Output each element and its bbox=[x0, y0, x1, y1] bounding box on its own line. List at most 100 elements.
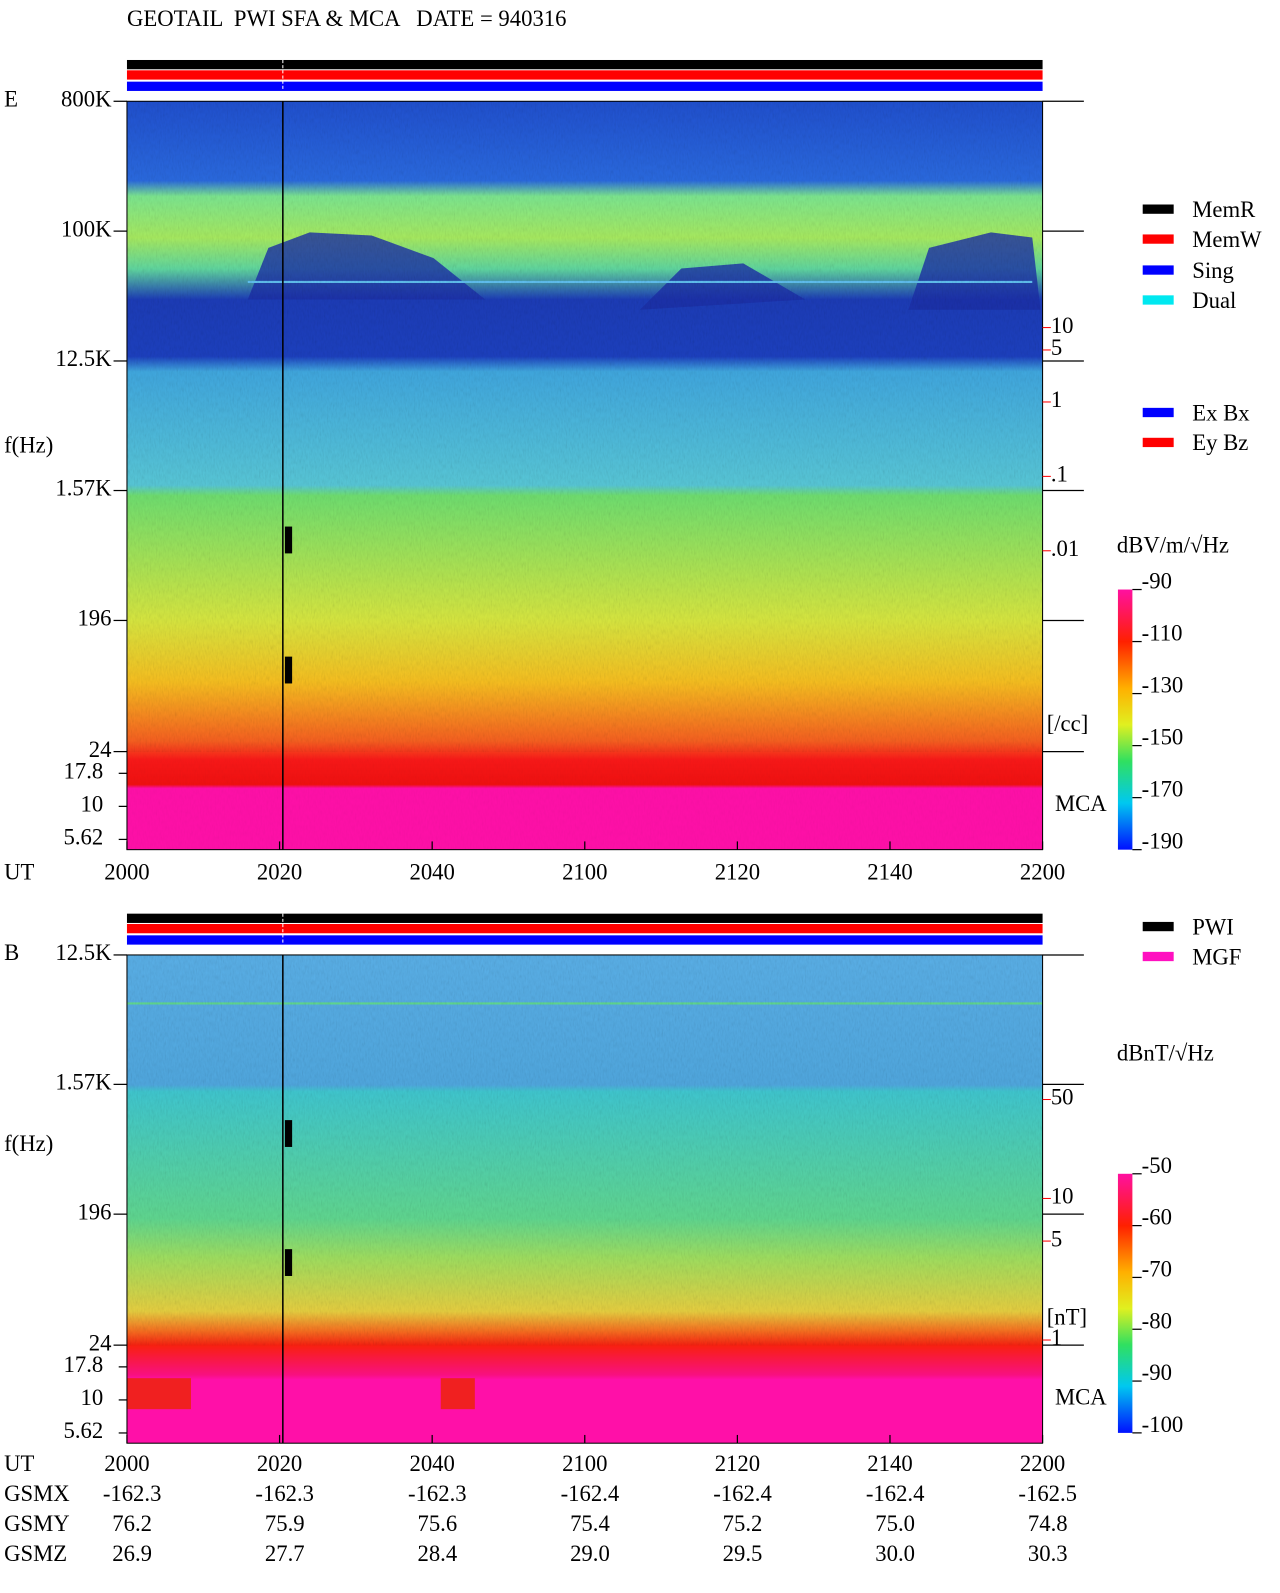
y-tick-label: 800K bbox=[61, 86, 112, 111]
orbit-value: 75.9 bbox=[265, 1511, 305, 1536]
orbit-value: 30.3 bbox=[1028, 1541, 1068, 1566]
legend-label: MemR bbox=[1192, 197, 1256, 222]
status-bars bbox=[126, 59, 1043, 945]
x-tick-label: 2100 bbox=[562, 1451, 607, 1476]
y-tick-label: 196 bbox=[77, 1199, 111, 1224]
spectrogram-e bbox=[126, 101, 1043, 850]
marker-line bbox=[282, 101, 293, 1444]
x-tick-label: 2140 bbox=[867, 1451, 912, 1476]
orbit-value: 75.0 bbox=[875, 1511, 915, 1536]
orbit-value: -162.3 bbox=[103, 1481, 162, 1506]
orbit-value: 30.0 bbox=[875, 1541, 915, 1566]
y-tick-label: 24 bbox=[89, 1330, 112, 1355]
x-tick-label: 2100 bbox=[562, 860, 607, 885]
legend-swatch bbox=[1142, 437, 1174, 448]
x-tick-label: 2200 bbox=[1020, 860, 1065, 885]
x-tick-label: 2020 bbox=[257, 1451, 302, 1476]
y2-tick-label: 5 bbox=[1051, 1226, 1062, 1251]
legend-swatch bbox=[1142, 234, 1174, 244]
orbit-value: 28.4 bbox=[417, 1541, 457, 1566]
colorbar-tick-label: -50 bbox=[1142, 1153, 1172, 1178]
mca-tick-label: 5.62 bbox=[64, 825, 104, 850]
colorbar-label: dBV/m/√Hz bbox=[1117, 532, 1229, 557]
x-axis-label: UT bbox=[4, 860, 34, 885]
colorbar-tick-label: -80 bbox=[1142, 1308, 1172, 1333]
orbit-value: 26.9 bbox=[112, 1541, 152, 1566]
legend-label: PWI bbox=[1192, 914, 1234, 939]
colorbar-tick-label: -90 bbox=[1142, 569, 1172, 594]
spectrogram-b bbox=[126, 954, 1043, 1444]
legend-label: Sing bbox=[1192, 258, 1234, 283]
y2-tick-label: 1 bbox=[1051, 1325, 1062, 1350]
colorbar-tick-label: -70 bbox=[1142, 1256, 1172, 1281]
orbit-value: 74.8 bbox=[1028, 1511, 1068, 1536]
mca-label: MCA bbox=[1055, 1385, 1107, 1410]
y2-tick-label: .1 bbox=[1051, 462, 1068, 487]
legend-swatch bbox=[1142, 265, 1174, 275]
y-tick-label: 12.5K bbox=[55, 940, 112, 965]
orbit-row-label: GSMZ bbox=[4, 1541, 67, 1566]
legend-swatch bbox=[1142, 204, 1174, 214]
legend-label: Ey Bz bbox=[1192, 430, 1248, 455]
chart-title: GEOTAIL PWI SFA & MCA DATE = 940316 bbox=[127, 6, 567, 31]
colorbar-tick-label: -190 bbox=[1142, 829, 1184, 854]
orbit-value: -162.4 bbox=[561, 1481, 620, 1506]
y-tick-label: 1.57K bbox=[55, 1070, 112, 1095]
legend-label: Dual bbox=[1192, 288, 1236, 313]
x-axis-label: UT bbox=[4, 1451, 34, 1476]
x-tick-label: 2040 bbox=[409, 1451, 454, 1476]
y-axis-label: f(Hz) bbox=[4, 432, 53, 457]
colorbar-label: dBnT/√Hz bbox=[1117, 1040, 1214, 1065]
y2-tick-label: 1 bbox=[1051, 387, 1062, 412]
y-axis-label: f(Hz) bbox=[4, 1131, 53, 1156]
y-tick-label: 24 bbox=[89, 737, 112, 762]
colorbar-tick-label: -60 bbox=[1142, 1205, 1172, 1230]
y2-tick-label: 50 bbox=[1051, 1085, 1074, 1110]
y-tick-label: 100K bbox=[61, 216, 112, 241]
y-tick-label: 12.5K bbox=[55, 346, 112, 371]
y2-tick-label: .01 bbox=[1051, 536, 1079, 561]
colorbar-tick-label: -100 bbox=[1142, 1412, 1184, 1437]
x-tick-label: 2120 bbox=[715, 1451, 760, 1476]
legend-swatch bbox=[1142, 921, 1174, 932]
mca-label: MCA bbox=[1055, 791, 1107, 816]
colorbar-tick-label: -130 bbox=[1142, 673, 1184, 698]
x-tick-label: 2020 bbox=[257, 860, 302, 885]
orbit-value: 29.5 bbox=[723, 1541, 763, 1566]
orbit-value: 29.0 bbox=[570, 1541, 610, 1566]
colorbars bbox=[1117, 589, 1133, 1433]
x-tick-label: 2120 bbox=[715, 860, 760, 885]
orbit-value: 75.4 bbox=[570, 1511, 610, 1536]
orbit-value: 27.7 bbox=[265, 1541, 305, 1566]
y2-axis-label: [nT] bbox=[1047, 1305, 1087, 1330]
legend-swatch bbox=[1142, 295, 1174, 305]
y2-tick-label: 5 bbox=[1051, 335, 1062, 360]
orbit-value: -162.4 bbox=[713, 1481, 772, 1506]
orbit-row-label: GSMY bbox=[4, 1511, 70, 1536]
x-tick-label: 2000 bbox=[104, 860, 149, 885]
orbit-value: 75.2 bbox=[723, 1511, 763, 1536]
legend-label: Ex Bx bbox=[1192, 400, 1250, 425]
y-tick-label: 1.57K bbox=[55, 476, 112, 501]
x-tick-label: 2200 bbox=[1020, 1451, 1065, 1476]
colorbar-tick-label: -150 bbox=[1142, 725, 1184, 750]
orbit-row-label: GSMX bbox=[4, 1481, 70, 1506]
legend-label: MGF bbox=[1192, 944, 1241, 969]
legend-label: MemW bbox=[1192, 227, 1262, 252]
mca-tick-label: 10 bbox=[81, 1385, 104, 1410]
colorbar-tick-label: -110 bbox=[1142, 621, 1183, 646]
orbit-value: -162.5 bbox=[1018, 1481, 1077, 1506]
x-tick-label: 2000 bbox=[104, 1451, 149, 1476]
y2-tick-label: 10 bbox=[1051, 313, 1074, 338]
colorbar-tick-label: -90 bbox=[1142, 1360, 1172, 1385]
mca-tick-label: 17.8 bbox=[64, 759, 104, 784]
mca-tick-label: 10 bbox=[81, 792, 104, 817]
orbit-value: -162.4 bbox=[866, 1481, 925, 1506]
panel-label: E bbox=[4, 86, 18, 111]
x-tick-label: 2040 bbox=[409, 860, 454, 885]
legend-swatch bbox=[1142, 407, 1174, 418]
panel-label: B bbox=[4, 940, 19, 965]
colorbar-tick-label: -170 bbox=[1142, 777, 1184, 802]
mca-tick-label: 5.62 bbox=[64, 1418, 104, 1443]
